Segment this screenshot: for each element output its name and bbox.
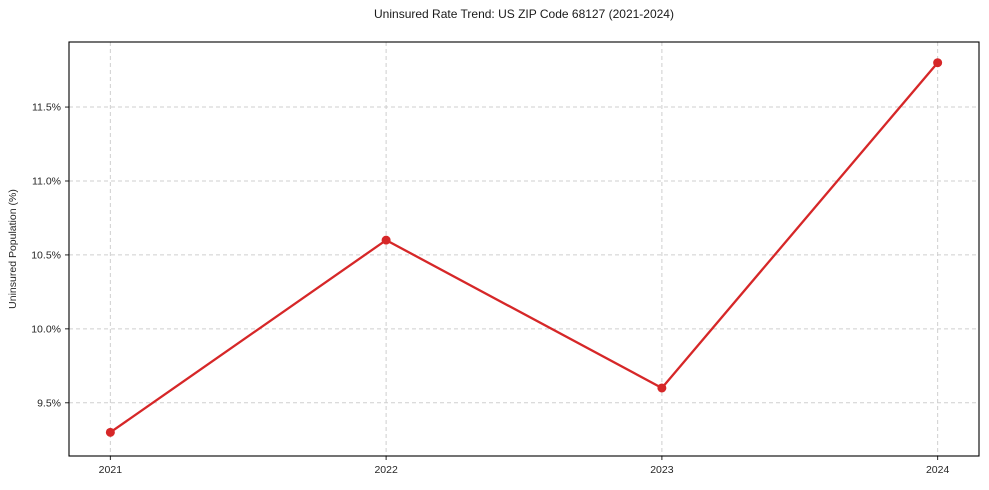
plot-border: [68, 41, 980, 457]
y-tick-label: 10.0%: [31, 323, 61, 335]
x-tick-label: 2021: [99, 464, 123, 476]
y-tick-label: 11.5%: [32, 102, 61, 114]
x-tick-label: 2023: [650, 464, 674, 476]
trend-line-series: [105, 58, 943, 437]
y-tick-label: 11.0%: [32, 175, 61, 187]
data-point-2022: [381, 235, 391, 245]
data-point-2024: [933, 58, 943, 68]
axis-tick-marks: [65, 106, 939, 460]
chart-title: Uninsured Rate Trend: US ZIP Code 68127 …: [374, 7, 674, 21]
y-tick-label: 10.5%: [31, 249, 61, 261]
data-point-2023: [657, 383, 667, 393]
gridlines: [69, 42, 979, 456]
data-point-2021: [105, 427, 115, 437]
x-tick-label: 2022: [374, 464, 398, 476]
y-tick-label: 9.5%: [37, 397, 61, 409]
axis-tick-labels: 9.5% 10.0% 10.5% 11.0% 11.5% 2021 2022 2023 2024: [31, 102, 949, 476]
x-tick-label: 2024: [926, 464, 950, 476]
trend-line: [109, 61, 939, 434]
